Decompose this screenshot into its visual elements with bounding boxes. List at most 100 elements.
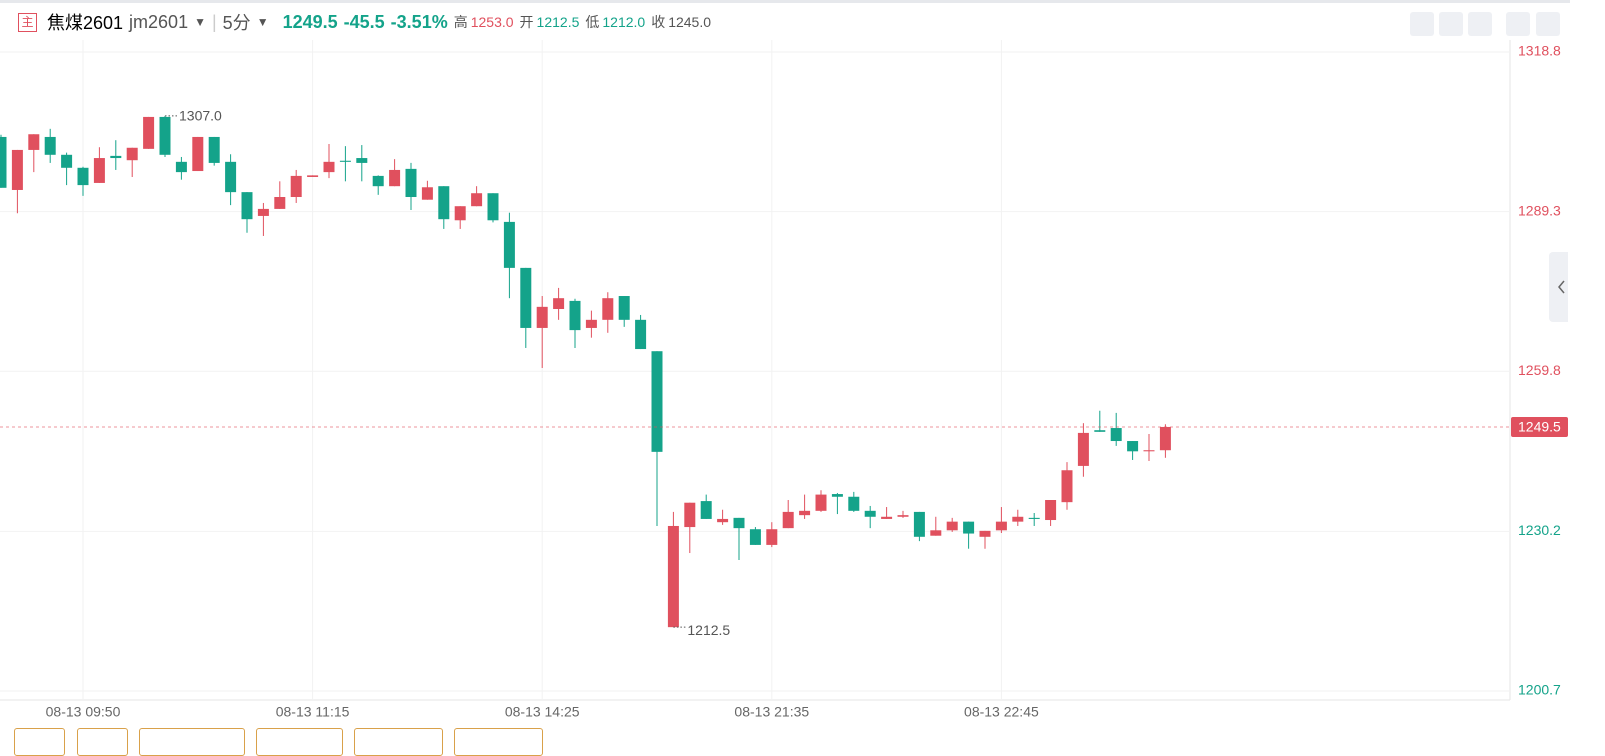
candle-body [700,501,712,519]
candle-body [323,161,335,173]
candle-body [635,319,647,350]
candle-body [520,267,532,328]
candle-body [93,158,105,183]
candle-body [61,154,73,168]
y-tick-label: 1200.7 [1518,682,1561,698]
candle-body [979,530,991,537]
main-badge[interactable]: 主 [18,12,37,32]
candle-body [815,494,827,511]
x-tick-label: 08-13 21:35 [734,704,809,720]
candle-body [1045,500,1057,521]
candle-body [126,147,138,161]
candle-body [930,530,942,536]
open-label: 开 [519,14,534,30]
candle-body [897,515,909,517]
candle-body [848,496,860,511]
price: 1249.5 [282,11,338,32]
fullscreen-button[interactable] [1506,12,1530,36]
candle-body [471,193,483,207]
candle-body [77,167,89,186]
high-value: 1253.0 [470,14,514,30]
close-button[interactable] [1536,12,1560,36]
period-dropdown[interactable]: ▼ [256,15,269,29]
last-price-box [1511,416,1568,437]
candle-body [1028,517,1040,519]
candle-body [307,175,319,177]
tab-button[interactable] [454,728,543,756]
candle-body [110,155,122,159]
low-label: 低 [585,14,600,30]
candle-body [339,160,351,162]
annotation-label: 1307.0 [179,108,222,124]
candle-body [717,518,729,523]
candle-body [159,116,171,155]
header: 主 焦煤2601 jm2601 ▼ | 5分 ▼ 1249.5 -45.5 -3… [0,0,1570,41]
tab-button[interactable] [139,728,245,756]
chart-type-button[interactable] [1468,12,1492,36]
candle-body [913,511,925,537]
candle-body [651,351,663,452]
tab-button[interactable] [77,728,128,756]
candle-body [1094,430,1106,432]
candle-body [274,197,286,209]
candle-body [356,158,368,163]
candle-body [618,296,630,320]
candle-body [1110,428,1122,442]
instrument-code[interactable]: jm2601 [129,11,189,32]
candle-body [749,529,761,545]
candle-body [405,168,417,198]
candle-body [585,319,597,328]
candle-body [881,516,893,519]
candle-body [684,502,696,528]
candle-body [602,298,614,320]
candle-body [1159,426,1171,451]
low-value: 1212.0 [602,14,646,30]
candle-body [963,521,975,534]
candle-body [192,136,204,172]
x-tick-label: 08-13 22:45 [964,704,1039,720]
candle-body [143,116,155,149]
instrument-name: 焦煤2601 [47,13,124,33]
candle-body [503,221,515,268]
side-tab-arrow [1558,280,1565,294]
chart: 1200.7 1230.2 1259.8 1289.3 1318.8 08-13 09:5… [0,40,1568,720]
tab-button[interactable] [256,728,343,756]
candle-body [487,193,499,221]
code-dropdown[interactable]: ▼ [194,15,206,29]
candle-body [11,149,23,190]
draw-button[interactable] [1439,12,1463,36]
candle-body [799,510,811,516]
change: -45.5 [343,11,385,32]
last-price-label: 1249.5 [1518,419,1561,435]
candle-body [389,169,401,187]
candle-body [372,175,384,187]
candle-body [257,208,269,216]
tab-button[interactable] [354,728,443,756]
close-value: 1245.0 [668,14,712,30]
y-tick-label: 1318.8 [1518,43,1561,59]
candle-body [733,517,745,529]
candle-body [667,525,679,628]
candle-body [864,510,876,517]
candle-body [1127,441,1139,452]
candle-body [290,175,302,198]
candle-body [0,136,7,188]
candle-body [782,511,794,529]
candle-body [454,206,466,221]
candle-body [1012,516,1024,522]
period[interactable]: 5分 [222,13,251,33]
candle-body [553,298,565,310]
tab-button[interactable] [14,728,65,756]
candle-body [536,306,548,328]
candle-body [569,300,581,331]
candle-body [175,161,187,173]
x-tick-label: 08-13 11:15 [276,704,350,720]
y-tick-label: 1259.8 [1518,362,1561,378]
candle-body [225,161,237,193]
indicator-button[interactable] [1410,12,1434,36]
y-tick-label: 1230.2 [1518,522,1561,538]
candle-body [28,134,40,150]
candle-body [995,521,1007,531]
candle-body [831,494,843,497]
